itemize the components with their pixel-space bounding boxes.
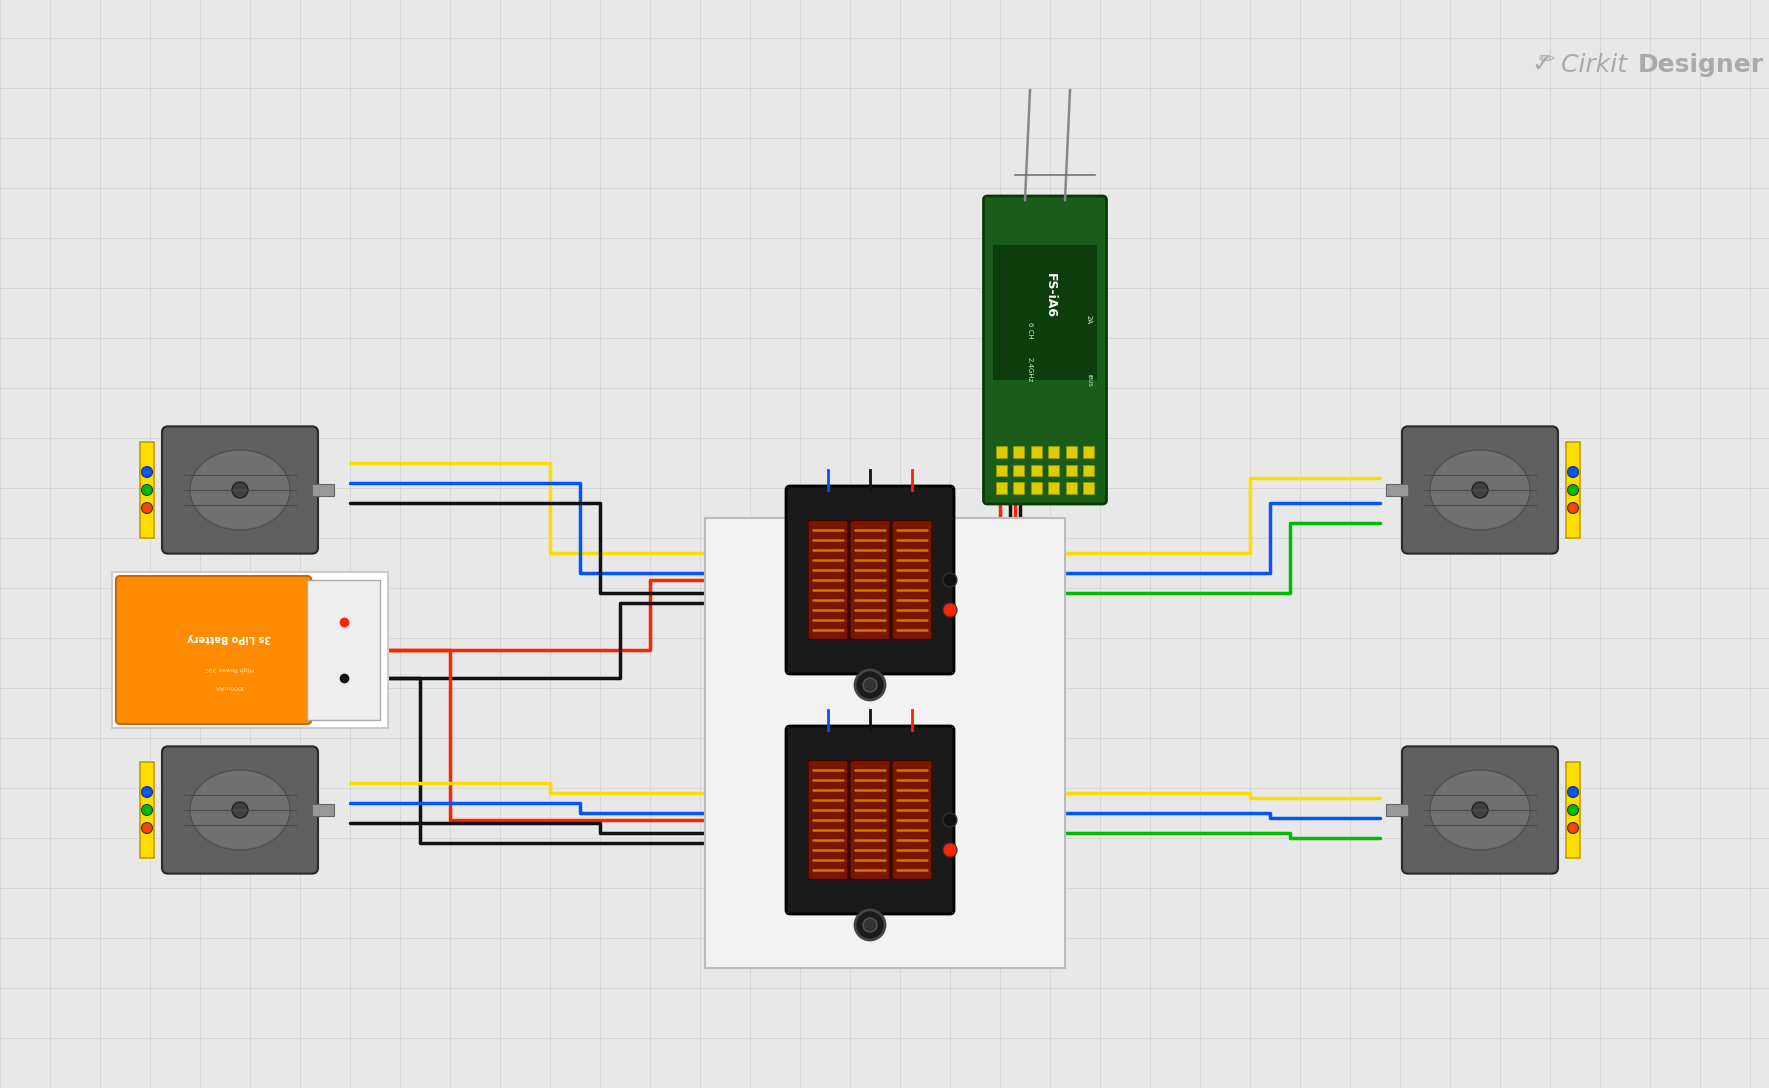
- Circle shape: [1472, 802, 1488, 818]
- Circle shape: [854, 670, 884, 700]
- Text: ✏: ✏: [1537, 50, 1555, 69]
- Bar: [1083, 465, 1095, 475]
- Bar: [996, 446, 1007, 457]
- FancyBboxPatch shape: [785, 486, 953, 673]
- Bar: [1065, 446, 1077, 457]
- FancyBboxPatch shape: [808, 520, 847, 640]
- Ellipse shape: [1408, 435, 1551, 555]
- Circle shape: [1567, 804, 1578, 816]
- Circle shape: [943, 573, 957, 588]
- Circle shape: [142, 503, 152, 514]
- Text: IBUS: IBUS: [1086, 373, 1091, 386]
- FancyBboxPatch shape: [111, 572, 387, 728]
- Bar: [311, 484, 334, 496]
- Circle shape: [863, 678, 877, 692]
- FancyBboxPatch shape: [785, 726, 953, 914]
- Text: 3000mAh: 3000mAh: [214, 683, 244, 689]
- Text: ✓ Cirkit: ✓ Cirkit: [1532, 53, 1635, 77]
- Text: FS-iA6: FS-iA6: [1044, 272, 1056, 318]
- FancyBboxPatch shape: [849, 520, 890, 640]
- Bar: [1014, 465, 1024, 475]
- Circle shape: [943, 813, 957, 827]
- Text: 2A: 2A: [1086, 316, 1091, 324]
- Bar: [1083, 446, 1095, 457]
- Bar: [1031, 465, 1042, 475]
- Ellipse shape: [189, 770, 290, 850]
- Bar: [1385, 804, 1408, 816]
- Circle shape: [1567, 503, 1578, 514]
- FancyBboxPatch shape: [808, 761, 847, 879]
- Circle shape: [943, 603, 957, 617]
- Circle shape: [142, 787, 152, 798]
- FancyBboxPatch shape: [892, 520, 932, 640]
- FancyBboxPatch shape: [117, 576, 311, 724]
- Text: Designer: Designer: [1638, 53, 1764, 77]
- Bar: [1065, 465, 1077, 475]
- Bar: [1049, 482, 1060, 494]
- Circle shape: [1567, 467, 1578, 478]
- FancyBboxPatch shape: [992, 245, 1097, 380]
- FancyBboxPatch shape: [706, 518, 1065, 968]
- Circle shape: [142, 484, 152, 495]
- Bar: [140, 762, 154, 858]
- Text: 2.4GHz: 2.4GHz: [1028, 357, 1033, 383]
- Bar: [1049, 446, 1060, 457]
- Circle shape: [854, 910, 884, 940]
- Bar: [1065, 482, 1077, 494]
- Bar: [1566, 442, 1580, 537]
- Bar: [996, 482, 1007, 494]
- Circle shape: [232, 482, 248, 498]
- FancyBboxPatch shape: [849, 761, 890, 879]
- Bar: [1031, 482, 1042, 494]
- Bar: [308, 580, 380, 720]
- FancyBboxPatch shape: [1403, 426, 1558, 554]
- Bar: [1083, 482, 1095, 494]
- Circle shape: [142, 804, 152, 816]
- Bar: [1385, 484, 1408, 496]
- Bar: [140, 442, 154, 537]
- Ellipse shape: [1429, 770, 1530, 850]
- FancyBboxPatch shape: [984, 196, 1106, 504]
- Circle shape: [1567, 484, 1578, 495]
- Circle shape: [142, 823, 152, 833]
- Circle shape: [142, 467, 152, 478]
- Text: High Power 30C: High Power 30C: [205, 666, 255, 670]
- Circle shape: [1472, 482, 1488, 498]
- Circle shape: [1567, 823, 1578, 833]
- Circle shape: [232, 802, 248, 818]
- Bar: [1014, 482, 1024, 494]
- FancyBboxPatch shape: [1403, 746, 1558, 874]
- Bar: [1049, 465, 1060, 475]
- Text: 6 CH: 6 CH: [1028, 322, 1033, 338]
- FancyBboxPatch shape: [163, 426, 318, 554]
- Ellipse shape: [168, 755, 311, 875]
- Ellipse shape: [189, 450, 290, 530]
- Text: 3s LiPo Battery: 3s LiPo Battery: [188, 633, 271, 643]
- Bar: [1566, 762, 1580, 858]
- Bar: [996, 465, 1007, 475]
- Circle shape: [943, 843, 957, 857]
- Ellipse shape: [168, 435, 311, 555]
- Ellipse shape: [1408, 755, 1551, 875]
- Circle shape: [1567, 787, 1578, 798]
- FancyBboxPatch shape: [163, 746, 318, 874]
- Bar: [1031, 446, 1042, 457]
- FancyBboxPatch shape: [892, 761, 932, 879]
- Ellipse shape: [1429, 450, 1530, 530]
- Bar: [1014, 446, 1024, 457]
- Bar: [311, 804, 334, 816]
- Circle shape: [863, 918, 877, 932]
